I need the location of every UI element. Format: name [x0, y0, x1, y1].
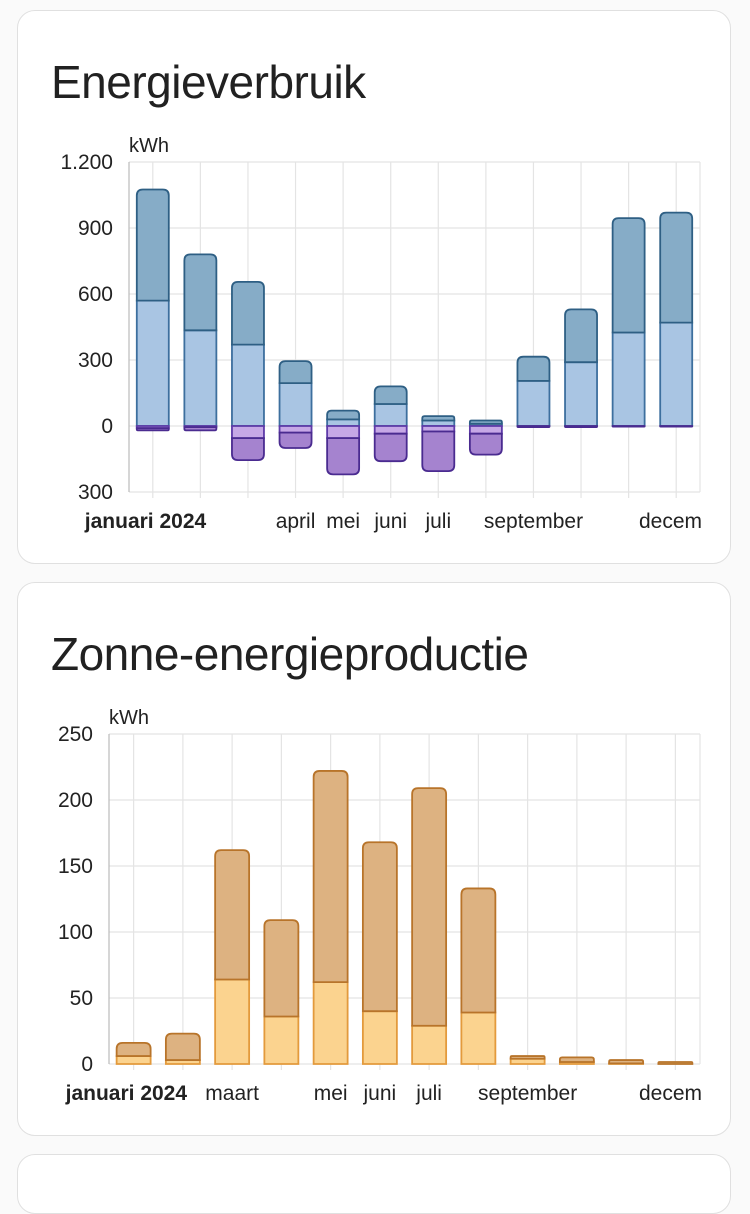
x-tick-label: juli — [415, 1082, 442, 1105]
bar-segment[interactable] — [460, 1011, 497, 1065]
solar-production-card: Zonne-energieproductie 0 50 100 150 200 250 kW… — [17, 582, 731, 1136]
bar-segment[interactable] — [361, 1010, 398, 1065]
next-card — [17, 1154, 731, 1214]
y-tick-label: 900 — [78, 217, 113, 240]
bar-segment[interactable] — [411, 1024, 448, 1065]
bar-segment[interactable] — [278, 431, 313, 449]
bar-segment[interactable] — [183, 253, 218, 332]
y-tick-label: 150 — [58, 855, 93, 878]
bar-segment[interactable] — [164, 1032, 201, 1061]
x-tick-label: mei — [314, 1082, 348, 1105]
x-tick-label: juli — [424, 510, 451, 533]
bar-segment[interactable] — [312, 770, 349, 984]
bar-segment[interactable] — [659, 321, 694, 427]
x-tick-label: september — [478, 1082, 577, 1105]
bar-segment[interactable] — [468, 425, 503, 435]
bar-segment[interactable] — [361, 841, 398, 1013]
bar-segment[interactable] — [460, 887, 497, 1014]
bar-segment[interactable] — [611, 217, 646, 334]
unit-label: kWh — [109, 707, 149, 729]
bar-segment[interactable] — [659, 425, 694, 428]
bar-segment[interactable] — [263, 1015, 300, 1065]
x-tick-label: decem — [639, 1082, 702, 1105]
card-title: Zonne-energieproductie — [51, 628, 529, 680]
y-tick-label: 0 — [101, 415, 113, 438]
bar-segment[interactable] — [373, 432, 408, 463]
bar-segment[interactable] — [421, 415, 456, 422]
bar-segment[interactable] — [421, 430, 456, 472]
x-tick-label: september — [484, 510, 583, 533]
bar-segment[interactable] — [373, 403, 408, 427]
y-tick-label: 50 — [70, 987, 93, 1010]
bar-segment[interactable] — [231, 437, 265, 461]
bar-segment[interactable] — [183, 329, 218, 427]
bar-segment[interactable] — [135, 188, 170, 302]
bar-segment[interactable] — [115, 1055, 152, 1065]
bar-segment[interactable] — [468, 419, 503, 425]
bar-segment[interactable] — [564, 361, 598, 427]
y-tick-label: 300 — [78, 481, 113, 504]
bar-segment[interactable] — [214, 849, 251, 981]
energy-usage-chart[interactable]: 300 0 300 600 900 1.200 kWh januari 2024 april me… — [18, 11, 732, 565]
bar-segment[interactable] — [509, 1055, 546, 1060]
card-title: Energieverbruik — [51, 56, 366, 108]
bar-segment[interactable] — [373, 385, 408, 405]
bar-segment[interactable] — [659, 211, 694, 324]
bar-segment[interactable] — [312, 981, 349, 1065]
bar-segment[interactable] — [115, 1041, 152, 1057]
bar-segment[interactable] — [183, 426, 218, 432]
x-tick-label: januari 2024 — [84, 510, 207, 533]
y-tick-label: 200 — [58, 789, 93, 812]
bar-segment[interactable] — [411, 787, 448, 1027]
x-tick-label: decem — [639, 510, 702, 533]
bar-segment[interactable] — [657, 1061, 694, 1065]
x-tick-label: mei — [326, 510, 360, 533]
unit-label: kWh — [129, 135, 169, 157]
bar-segment[interactable] — [326, 418, 361, 427]
bar-segment[interactable] — [231, 425, 265, 439]
bar-segment[interactable] — [611, 425, 646, 428]
bar-segment[interactable] — [468, 432, 503, 456]
bar-segment[interactable] — [231, 281, 265, 346]
bar-segment[interactable] — [214, 978, 251, 1065]
energy-usage-card: Energieverbruik 300 0 300 600 900 1.200 kWh jan… — [17, 10, 731, 564]
bar-segment[interactable] — [135, 299, 170, 427]
bar-segment[interactable] — [564, 308, 598, 364]
x-tick-label: maart — [205, 1082, 259, 1105]
bar-segment[interactable] — [373, 425, 408, 435]
bar-segment[interactable] — [558, 1056, 595, 1063]
bar-segment[interactable] — [278, 382, 313, 427]
x-tick-label: juni — [373, 510, 407, 533]
bar-segment[interactable] — [326, 437, 361, 476]
y-tick-label: 250 — [58, 723, 93, 746]
bar-segment[interactable] — [516, 425, 551, 428]
y-tick-label: 100 — [58, 921, 93, 944]
bar-segment[interactable] — [135, 427, 170, 432]
bar-segment[interactable] — [326, 409, 361, 421]
bar-segment[interactable] — [516, 355, 551, 382]
y-tick-label: 300 — [78, 349, 113, 372]
bar-segment[interactable] — [278, 425, 313, 434]
bar-segment[interactable] — [231, 343, 265, 427]
x-tick-label: januari 2024 — [65, 1082, 188, 1105]
bar-segment[interactable] — [278, 360, 313, 384]
y-tick-label: 600 — [78, 283, 113, 306]
bar-segment[interactable] — [516, 380, 551, 427]
x-tick-label: april — [276, 510, 316, 533]
bar-segment[interactable] — [611, 331, 646, 427]
bar-segment[interactable] — [263, 919, 300, 1018]
bar-segment[interactable] — [326, 425, 361, 439]
y-tick-label: 1.200 — [60, 151, 113, 174]
x-tick-label: juni — [363, 1082, 397, 1105]
y-tick-label: 0 — [81, 1053, 93, 1076]
bar-segment[interactable] — [564, 425, 598, 428]
bar-segment[interactable] — [608, 1059, 645, 1065]
